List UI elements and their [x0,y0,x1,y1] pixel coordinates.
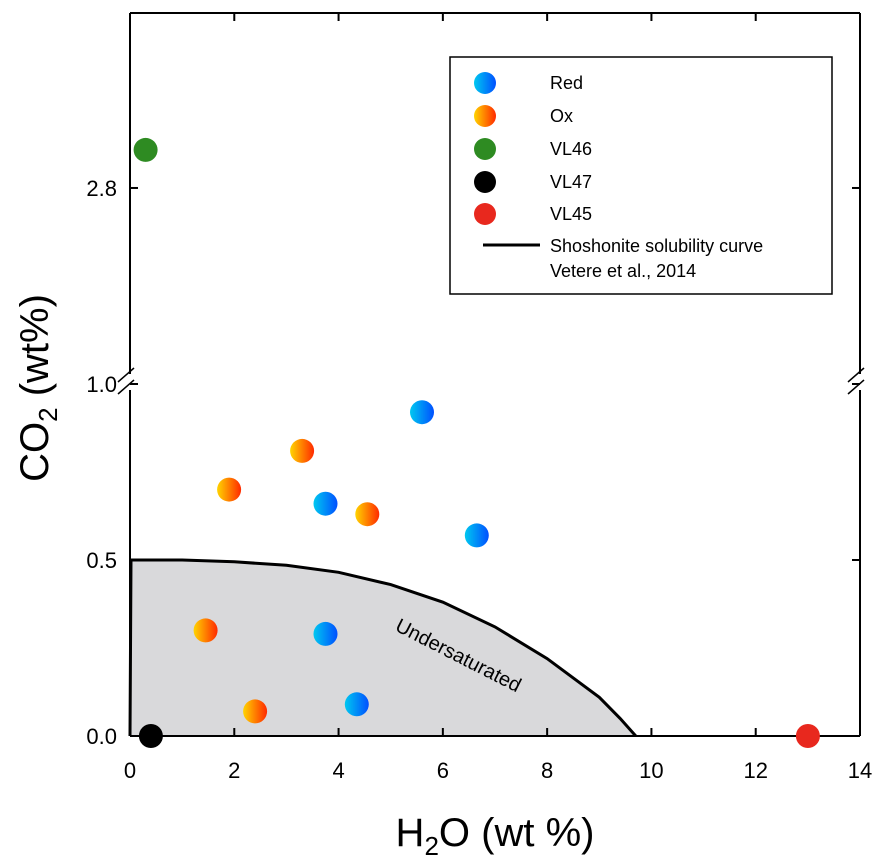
undersaturated-region [130,560,636,736]
legend-marker-vl46 [474,138,496,160]
point-ox [290,438,315,463]
x-tick-label: 14 [848,758,872,783]
plot-frame [129,12,861,737]
legend-marker-red [474,72,496,94]
x-tick-labels: 0 2 4 6 8 10 12 14 [124,758,872,783]
point-red [410,400,434,425]
point-ox [243,699,268,724]
point-vl46 [133,137,158,162]
x-tick-label: 8 [541,758,553,783]
point-vl47 [138,724,163,748]
y-axis-title: CO2 (wt%) [13,294,63,482]
y-tick-label: 2.8 [86,176,117,201]
point-red [313,621,338,646]
legend-label-vl45: VL45 [550,204,592,224]
x-tick-label: 12 [743,758,767,783]
legend: Red Ox VL46 VL47 VL45 Shoshonite solubil… [449,56,833,295]
legend-label-curve: Shoshonite solubility curve [550,236,763,256]
legend-marker-vl47 [474,171,496,193]
x-tick-label: 6 [437,758,449,783]
x-tick-label: 0 [124,758,136,783]
x-tick-label: 10 [639,758,663,783]
x-tick-label: 2 [228,758,240,783]
legend-label-vl46: VL46 [550,139,592,159]
y-tick-label: 0.0 [86,724,117,749]
point-vl45 [795,724,820,748]
legend-label-red: Red [550,73,583,93]
legend-label-ox: Ox [550,106,573,126]
y-tick-label: 0.5 [86,548,117,573]
point-ox [355,502,380,527]
y-tick-label: 1.0 [86,372,117,397]
solubility-curve [128,558,637,737]
data-points [133,137,820,748]
point-red [313,491,338,516]
axis-ticks [129,13,861,737]
y-tick-labels: 0.0 0.5 1.0 2.8 [86,176,117,749]
x-tick-label: 4 [332,758,344,783]
legend-marker-ox [474,105,496,127]
point-ox [193,618,218,643]
axis-break-marks [117,367,865,395]
point-red [344,692,369,717]
legend-label-curve-source: Vetere et al., 2014 [550,261,696,281]
point-red [464,523,489,548]
x-axis-title: H2O (wt %) [396,811,595,861]
point-ox [217,477,242,502]
legend-marker-vl45 [474,203,496,225]
legend-label-vl47: VL47 [550,172,592,192]
